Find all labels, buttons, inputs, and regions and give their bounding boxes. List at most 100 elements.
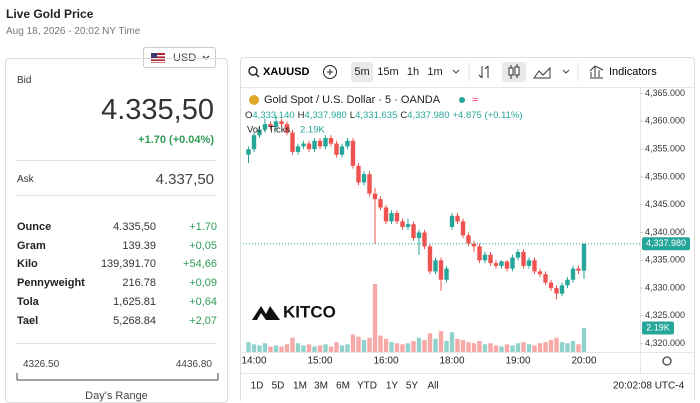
interval-button[interactable]: 5m (354, 66, 369, 78)
range-button[interactable]: 6M (336, 381, 350, 392)
bid-change: +1.70 (+0.04%) (138, 134, 214, 146)
timestamp: Aug 18, 2026 - 20:02 NY Time (6, 26, 141, 37)
ohlc-change: +4.875 (+0.11%) (453, 110, 523, 121)
candle-body (350, 140, 356, 166)
volume-bar (581, 327, 587, 352)
unit-price: 139,391.70 (100, 258, 156, 271)
y-tick-label: 4,365.000 (645, 88, 685, 98)
range-button[interactable]: YTD (357, 381, 377, 392)
candle-body (422, 232, 427, 247)
candle-body (367, 174, 372, 194)
unit-name: Tael (17, 314, 39, 327)
indicators-button[interactable]: Indicators (609, 66, 657, 78)
ohlc-key: C (400, 110, 407, 121)
unit-price: 5,268.84 (113, 314, 156, 327)
interval-button[interactable]: 1h (407, 66, 419, 78)
volume-bar (339, 345, 345, 352)
candle-icon (514, 66, 520, 76)
range-button[interactable]: 5Y (406, 381, 419, 392)
divider (16, 195, 217, 196)
volume-bar (526, 344, 532, 352)
volume-bar (532, 345, 537, 352)
x-tick-label: 16:00 (373, 356, 398, 367)
range-button[interactable]: 3M (314, 381, 328, 392)
last-price-label: 4,337.980 (646, 238, 686, 248)
chevron[interactable] (562, 69, 570, 74)
chart-type-selected[interactable] (502, 62, 526, 82)
range-button[interactable]: 1Y (386, 381, 399, 392)
volume-bar (559, 342, 565, 352)
candle-body (433, 260, 438, 272)
symbol[interactable]: XAUUSD (263, 66, 310, 78)
candle-body (284, 124, 290, 133)
candle-body (488, 254, 493, 264)
range-bar (16, 373, 219, 381)
interval-button[interactable]: 15m (377, 66, 398, 78)
volume-bar (515, 343, 521, 352)
y-tick-label: 4,345.000 (645, 199, 685, 209)
volume-bar (427, 333, 433, 352)
range-button[interactable]: All (427, 381, 438, 392)
candle-body (361, 174, 367, 183)
candle-icon (510, 64, 518, 79)
ohlc-value: 4,337.980 (305, 110, 347, 121)
unit-name: Tola (17, 295, 39, 308)
ohlc-legend: O4,333.140 H4,337.980 L4,331.635 C4,337.980… (245, 110, 523, 121)
market-open-dot (459, 97, 465, 103)
volume-bar (251, 344, 257, 352)
compare-icon[interactable] (478, 65, 489, 79)
logo: KITCO (283, 302, 336, 321)
candle-body (548, 282, 554, 289)
unit-change: +54,66 (183, 258, 217, 271)
candle-body (339, 146, 345, 155)
volume-bar (328, 346, 334, 352)
volume-bar (548, 339, 554, 352)
candle-icon (508, 67, 514, 76)
volume-bar (279, 346, 284, 352)
logo-icon (252, 306, 280, 320)
range-button[interactable]: 5D (272, 381, 285, 392)
volume-bar (543, 342, 548, 352)
candle-body (295, 146, 301, 152)
ohlc-value: 4,333.140 (252, 110, 294, 121)
y-tick-label: 4,340.000 (645, 227, 685, 237)
page-title: Live Gold Price (6, 7, 94, 21)
indicators-icon[interactable] (589, 65, 604, 79)
compare-button[interactable] (323, 65, 337, 79)
chart-title: Gold Spot / U.S. Dollar · 5 · OANDA (264, 94, 441, 106)
last-price-tag (642, 237, 690, 251)
volume-bar (422, 339, 427, 352)
candle-body (427, 246, 433, 272)
volume-bar (372, 284, 378, 352)
unit-row: Tola 1,625.81 +0,64 (17, 296, 217, 314)
volume-bar (389, 342, 394, 352)
unit-name: Pennyweight (17, 277, 85, 290)
volume-bar (350, 334, 356, 352)
chevron[interactable] (452, 69, 460, 74)
candle-body (328, 138, 334, 144)
volume-bar (273, 345, 279, 352)
clock: 20:02:08 UTC-4 (613, 381, 685, 392)
candle-body (504, 261, 510, 269)
area-icon[interactable] (533, 66, 551, 79)
settings-icon[interactable] (662, 356, 672, 366)
volume-bar (460, 339, 466, 352)
range-label: Day's Range (85, 390, 148, 402)
volume-bar (356, 336, 361, 352)
range-button[interactable]: 1M (293, 381, 307, 392)
search-icon[interactable] (248, 66, 258, 76)
volume-bar (576, 344, 581, 352)
volume-bar (570, 341, 576, 352)
candle-body (444, 268, 449, 280)
volume-bar (438, 331, 444, 352)
volume-bar (521, 342, 526, 352)
unit-name: Ounce (17, 221, 52, 233)
interval-button[interactable]: 1m (427, 66, 442, 78)
intervals: 5m 15m 1h 1m (354, 66, 442, 78)
volume-bar (394, 343, 400, 352)
ohlc-value: 4,331.635 (355, 110, 397, 121)
range-button[interactable]: 1D (251, 381, 264, 392)
candle-body (334, 143, 339, 155)
gold-icon (249, 95, 259, 105)
volume-bar (455, 338, 460, 352)
